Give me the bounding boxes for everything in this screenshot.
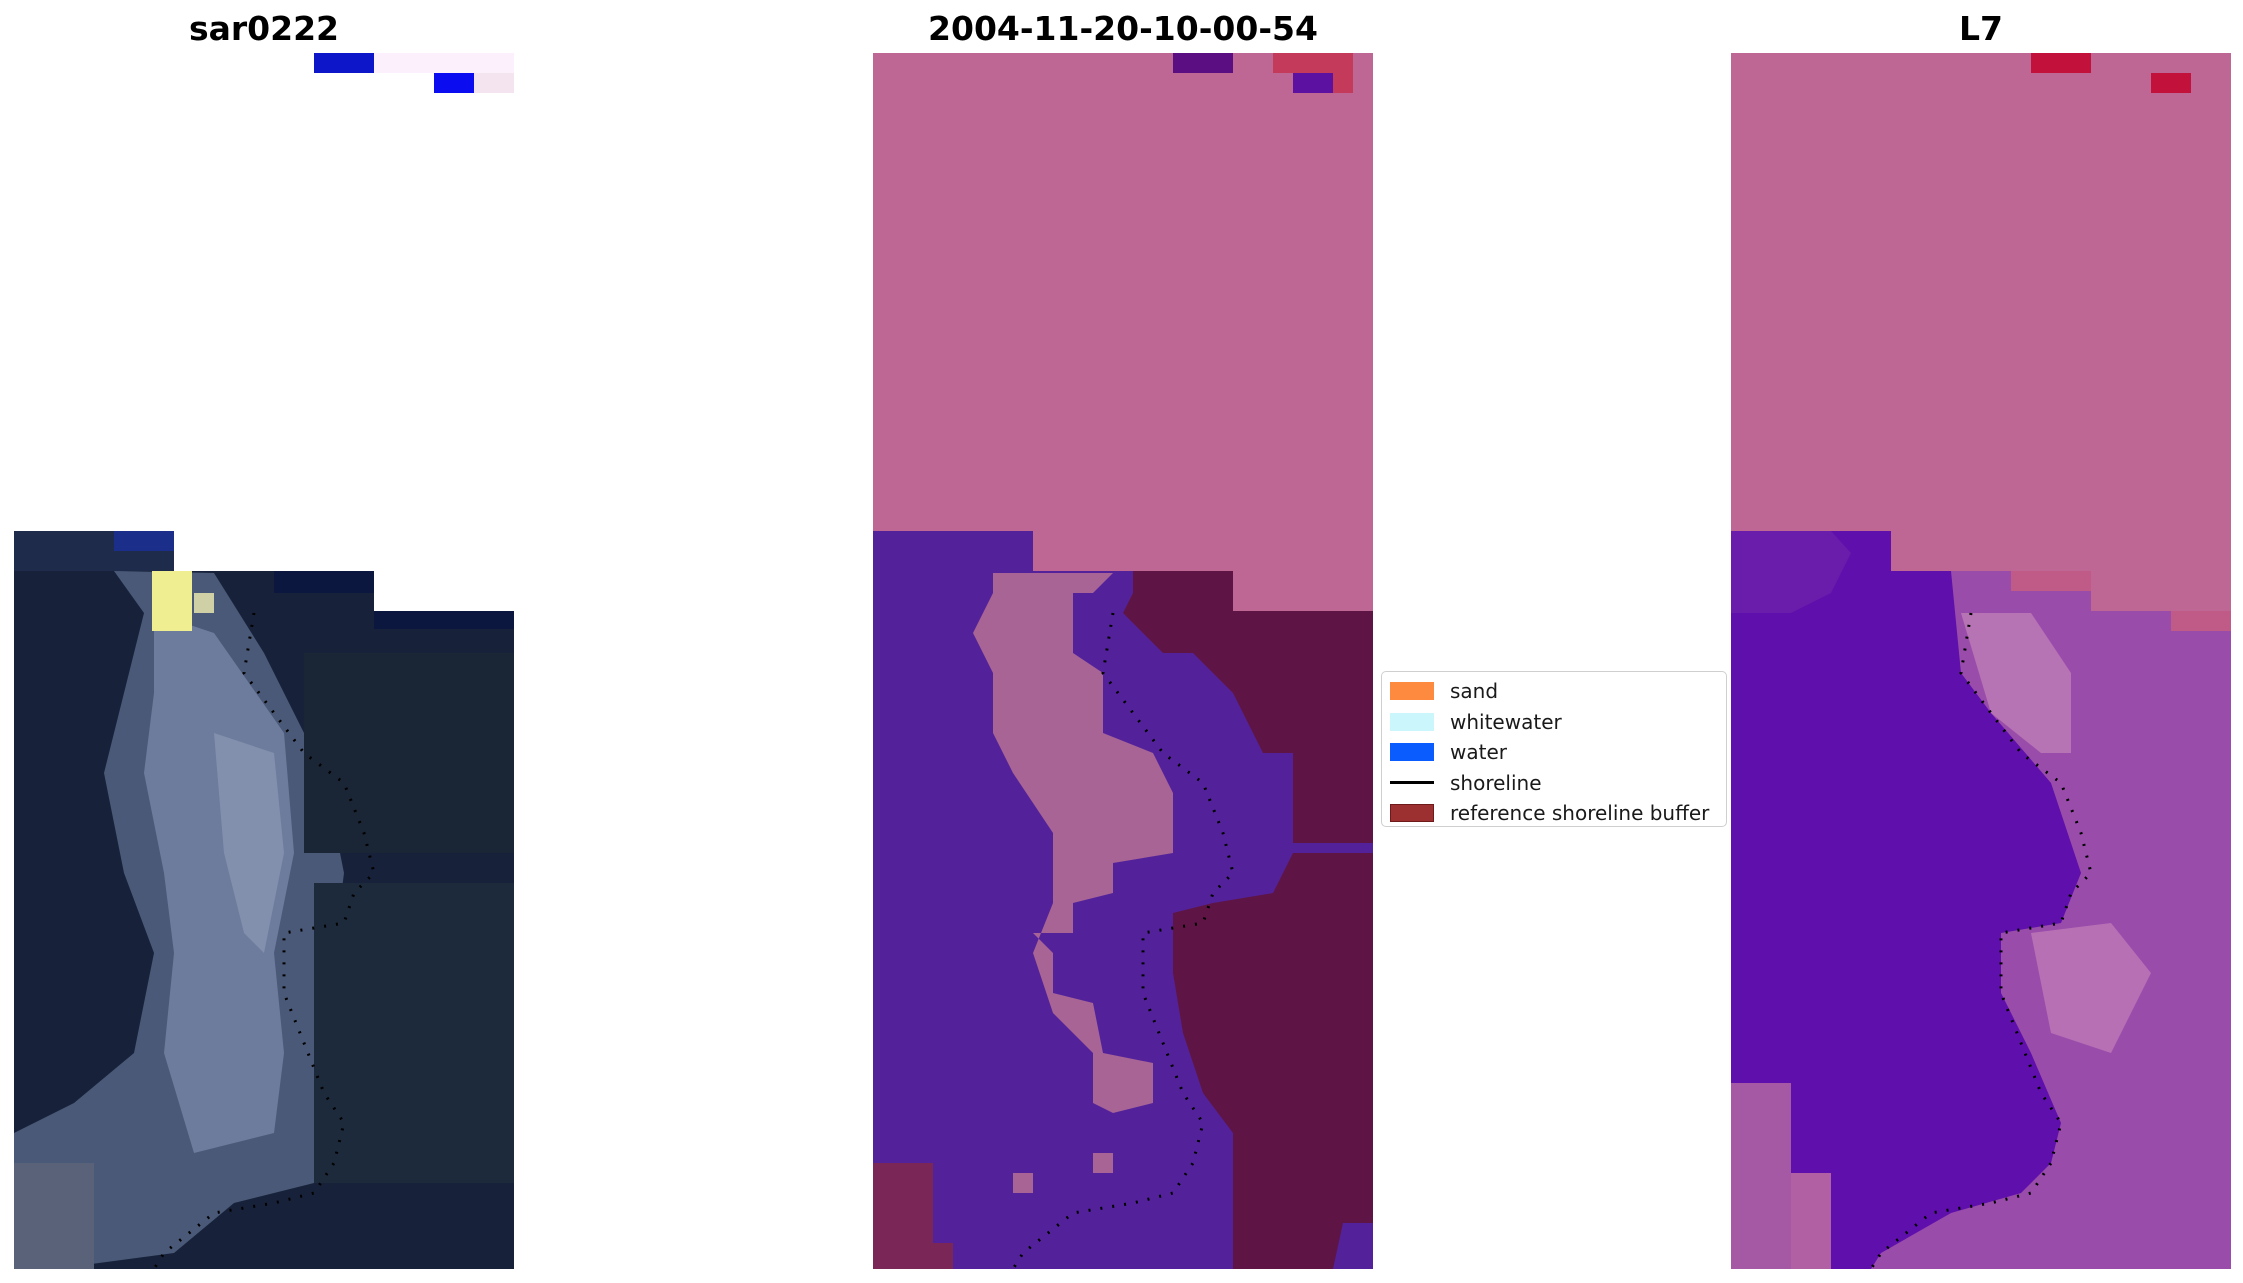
classified-image	[873, 53, 1373, 1269]
legend-color-swatch	[1390, 682, 1434, 701]
panel-title-classified: 2004-11-20-10-00-54	[928, 9, 1318, 48]
legend-line-swatch	[1390, 781, 1434, 785]
legend-label: sand	[1450, 679, 1499, 704]
rgb-image	[14, 53, 514, 1269]
legend-label: water	[1450, 740, 1507, 765]
shoreline-classified	[1011, 612, 1235, 1269]
legend-item-shoreline: shoreline	[1390, 768, 1718, 799]
shoreline-index	[1869, 612, 2093, 1269]
legend-label: shoreline	[1450, 770, 1542, 795]
legend-item-reference-shoreline-buffer: reference shoreline buffer	[1390, 798, 1718, 829]
classified-image-panel	[873, 53, 1373, 1269]
rgb-image-panel	[14, 53, 514, 1269]
legend-color-swatch	[1390, 804, 1434, 823]
index-image-panel	[1731, 53, 2231, 1269]
legend-item-whitewater: whitewater	[1390, 707, 1718, 738]
legend-label: reference shoreline buffer	[1450, 801, 1710, 826]
legend-label: whitewater	[1450, 709, 1562, 734]
shoreline-rgb	[152, 612, 376, 1269]
panel-title-index: L7	[1959, 9, 2003, 48]
index-image	[1731, 53, 2231, 1269]
legend-item-water: water	[1390, 737, 1718, 768]
legend-color-swatch	[1390, 712, 1434, 731]
legend: sand whitewater water shoreline reference sh…	[1381, 671, 1727, 827]
legend-item-sand: sand	[1390, 676, 1718, 707]
legend-color-swatch	[1390, 743, 1434, 762]
panel-title-rgb: sar0222	[188, 9, 340, 48]
